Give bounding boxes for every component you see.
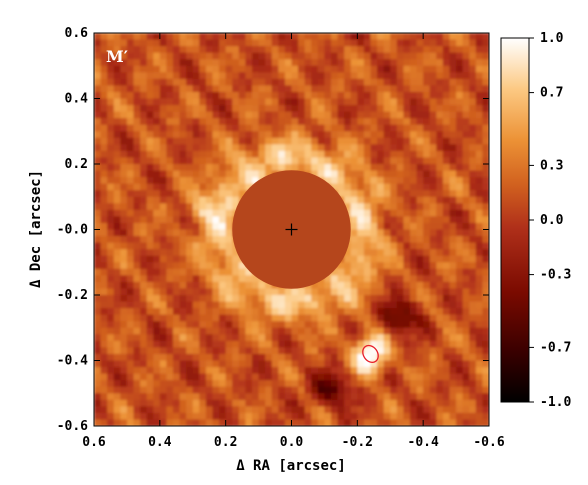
band-label: M′ [106,47,128,66]
x-axis-ticks: 0.6 0.4 0.2 0.0 -0.2 -0.4 -0.6 [82,33,505,450]
x-tick-label: -0.4 [408,435,439,450]
y-axis-title: Δ Dec [arcsec] [28,170,44,288]
y-tick-label: -0.6 [57,419,88,434]
x-tick-label: 0.4 [148,435,172,450]
x-axis-title: Δ RA [arcsec] [236,458,346,474]
x-tick-label: 0.2 [214,435,237,450]
x-tick-label: 0.0 [280,435,304,450]
colorbar-tick-label: 0.3 [540,158,563,173]
y-tick-label: 0.4 [65,92,89,107]
y-tick-label: -0.2 [57,288,88,303]
y-tick-label: 0.2 [65,157,88,172]
colorbar-tick-label: -0.7 [540,340,571,355]
y-tick-label: -0.0 [57,223,88,238]
colorbar-tick-label: 0.0 [540,213,564,228]
star-position-marker [285,223,298,236]
x-tick-label: 0.6 [82,435,106,450]
x-tick-label: -0.2 [342,435,373,450]
colorbar-tick-label: 0.7 [540,86,563,101]
colorbar-ticks: 1.0 0.7 0.3 0.0 -0.3 -0.7 -1.0 [529,31,571,410]
colorbar-tick-label: 1.0 [540,31,564,46]
y-tick-label: -0.4 [57,354,88,369]
x-tick-label: -0.6 [473,435,504,450]
y-axis-ticks: -0.6 -0.4 -0.2 -0.0 0.2 0.4 0.6 [57,26,489,434]
companion-contour [362,344,379,363]
y-tick-label: 0.6 [65,26,89,41]
colorbar-tick-label: -1.0 [540,395,571,410]
colorbar-tick-label: -0.3 [540,268,571,283]
colorbar [500,37,530,403]
heatmap-image [94,33,489,426]
